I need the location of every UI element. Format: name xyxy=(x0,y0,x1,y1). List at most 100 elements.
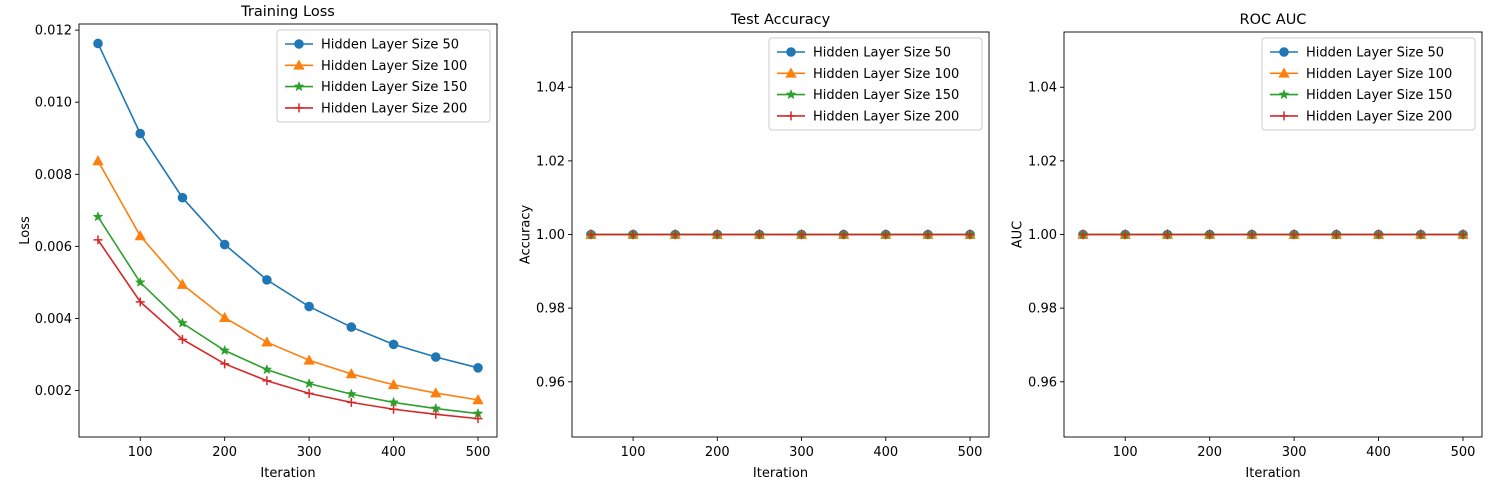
y-tick-label: 0.006 xyxy=(35,240,72,255)
data-point xyxy=(881,230,891,239)
legend: Hidden Layer Size 50 Hidden Layer Size 10… xyxy=(1261,37,1476,131)
legend-box xyxy=(768,37,983,131)
data-point xyxy=(1205,230,1215,239)
data-point xyxy=(1331,230,1341,239)
series-4 xyxy=(1078,230,1468,239)
data-point xyxy=(219,311,231,323)
legend-item: Hidden Layer Size 200 xyxy=(1270,109,1452,124)
legend-marker xyxy=(785,67,797,78)
data-point xyxy=(839,230,849,239)
data-point xyxy=(262,275,272,285)
y-tick-label: 0.98 xyxy=(536,302,565,317)
legend-box xyxy=(1261,37,1476,131)
x-tick-label: 300 xyxy=(789,445,814,460)
series-group xyxy=(92,38,484,424)
x-tick-label: 400 xyxy=(381,445,406,460)
data-point xyxy=(1416,230,1426,239)
x-axis-label: Iteration xyxy=(753,466,808,481)
y-axis-label: AUC xyxy=(1011,221,1026,249)
legend-box xyxy=(276,29,491,123)
data-point xyxy=(262,376,272,386)
data-point xyxy=(176,278,189,289)
legend-label: Hidden Layer Size 150 xyxy=(1306,88,1452,103)
legend-item: Hidden Layer Size 150 xyxy=(1270,88,1452,103)
data-point xyxy=(430,387,442,398)
y-tick-label: 0.96 xyxy=(536,375,565,390)
y-tick-label: 0.98 xyxy=(1028,302,1057,317)
legend-marker xyxy=(786,111,796,121)
y-tick-label: 0.002 xyxy=(35,384,72,399)
data-point xyxy=(586,230,596,239)
data-point xyxy=(93,235,103,245)
legend-item: Hidden Layer Size 100 xyxy=(285,59,467,74)
legend: Hidden Layer Size 50 Hidden Layer Size 10… xyxy=(768,37,983,131)
chart-title: Training Loss xyxy=(240,4,335,20)
data-point xyxy=(134,276,146,288)
legend-marker xyxy=(786,47,796,57)
x-tick-label: 500 xyxy=(466,445,491,460)
legend-label: Hidden Layer Size 50 xyxy=(321,38,459,53)
x-tick-label: 400 xyxy=(1366,445,1391,460)
x-tick-label: 200 xyxy=(1197,445,1222,460)
data-point xyxy=(92,211,104,222)
y-axis-label: Accuracy xyxy=(519,205,534,265)
legend-label: Hidden Layer Size 200 xyxy=(1306,109,1452,124)
y-axis-label: Loss xyxy=(18,216,33,245)
legend-item: Hidden Layer Size 150 xyxy=(777,88,959,103)
x-tick-label: 500 xyxy=(958,445,983,460)
x-tick-label: 200 xyxy=(705,445,730,460)
x-tick-label: 100 xyxy=(1113,445,1138,460)
legend-marker xyxy=(1278,67,1290,78)
data-point xyxy=(431,409,441,419)
data-point xyxy=(177,317,188,328)
x-tick-label: 200 xyxy=(212,445,237,460)
legend-label: Hidden Layer Size 150 xyxy=(321,80,467,95)
x-tick-label: 300 xyxy=(1282,445,1307,460)
data-point xyxy=(345,368,357,379)
data-point xyxy=(1247,230,1257,239)
legend-marker xyxy=(1278,88,1290,100)
series-1 xyxy=(93,38,483,373)
data-point xyxy=(135,297,145,307)
y-tick-label: 1.00 xyxy=(536,228,565,243)
legend-item: Hidden Layer Size 200 xyxy=(285,101,467,116)
data-point xyxy=(219,239,230,250)
legend-label: Hidden Layer Size 50 xyxy=(813,46,951,61)
x-tick-label: 500 xyxy=(1451,445,1476,460)
legend-label: Hidden Layer Size 100 xyxy=(1306,67,1452,82)
data-point xyxy=(303,354,315,365)
series-line xyxy=(97,160,479,401)
y-tick-label: 1.04 xyxy=(536,81,565,96)
data-point xyxy=(388,396,399,408)
data-point xyxy=(389,404,399,414)
legend-marker xyxy=(785,88,797,100)
data-point xyxy=(304,301,314,312)
data-point xyxy=(472,394,484,405)
data-point xyxy=(92,155,104,166)
legend-label: Hidden Layer Size 200 xyxy=(813,109,959,124)
chart-title: Test Accuracy xyxy=(730,12,831,28)
data-point xyxy=(965,230,975,239)
data-point xyxy=(754,230,764,239)
data-point xyxy=(1078,230,1088,239)
legend-item: Hidden Layer Size 50 xyxy=(285,38,459,53)
data-point xyxy=(219,344,231,356)
plot-frame xyxy=(571,31,990,438)
legend: Hidden Layer Size 50 Hidden Layer Size 10… xyxy=(276,29,491,123)
legend-label: Hidden Layer Size 50 xyxy=(1306,46,1444,61)
legend-label: Hidden Layer Size 100 xyxy=(813,67,959,82)
series-2 xyxy=(92,155,484,405)
data-point xyxy=(388,339,399,350)
y-tick-label: 0.012 xyxy=(35,24,72,39)
data-point xyxy=(346,322,357,332)
data-point xyxy=(387,378,400,390)
data-point xyxy=(473,414,483,424)
chart-panel-1: Training Loss 100 200 300 400 500 0.002 0.004 0.… xyxy=(18,4,498,481)
y-tick-label: 1.00 xyxy=(1028,228,1057,243)
plot-frame xyxy=(78,23,498,438)
data-point xyxy=(177,334,187,344)
y-tick-label: 0.004 xyxy=(35,312,72,327)
series-line xyxy=(97,43,479,369)
data-point xyxy=(1289,230,1299,239)
